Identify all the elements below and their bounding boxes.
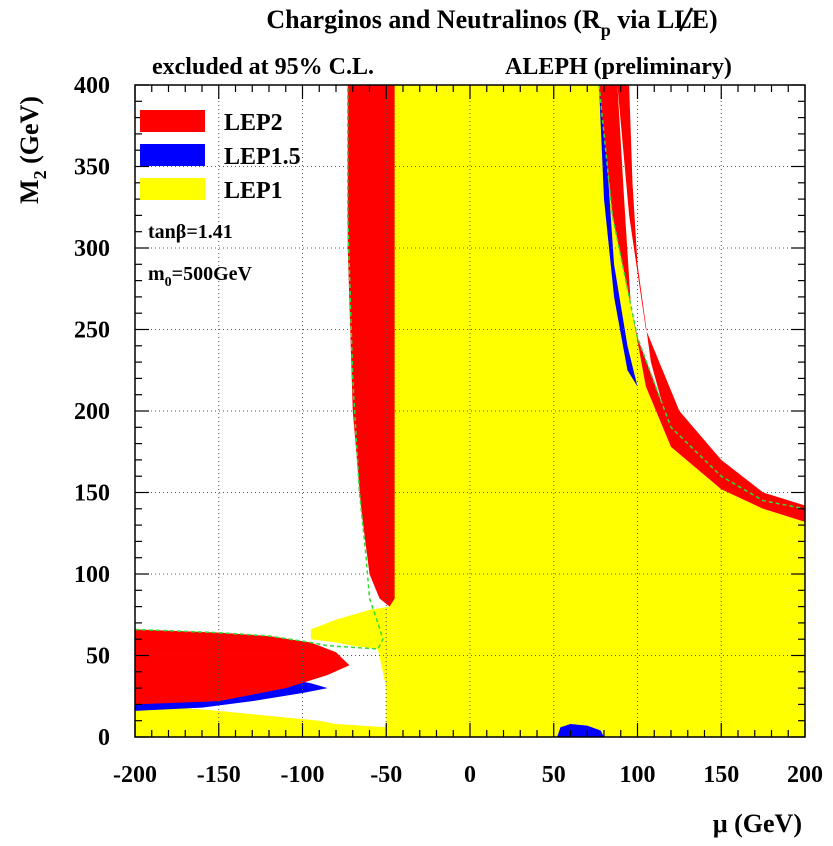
- legend: LEP2 LEP1.5 LEP1: [140, 110, 301, 204]
- x-tick-label-3: -50: [370, 762, 402, 788]
- chart-title: Charginos and Neutralinos (Rp via LLE): [266, 5, 717, 40]
- y-tick-labels: 0 50 100 150 200 250 300 350 400: [74, 73, 110, 751]
- y-tick-label-7: 350: [74, 155, 110, 181]
- y-tick-label-3: 150: [74, 481, 110, 507]
- m0-annotation: m0=500GeV: [148, 263, 253, 290]
- r-parity-slash: [678, 7, 694, 32]
- legend-swatch-1: [140, 144, 205, 166]
- subtitle-left: excluded at 95% C.L.: [152, 54, 374, 80]
- region-lep1-5-3: [557, 723, 604, 737]
- y-tick-label-0: 0: [98, 725, 110, 751]
- region-lep2-2: [598, 85, 805, 522]
- legend-label-1: LEP1.5: [224, 144, 301, 170]
- exclusion-regions: [135, 85, 805, 737]
- x-tick-label-0: -200: [113, 762, 157, 788]
- region-lep2-0: [135, 629, 350, 737]
- subtitle-right: ALEPH (preliminary): [505, 54, 732, 80]
- legend-swatch-2: [140, 178, 205, 200]
- region-lep1-1: [310, 606, 390, 737]
- grid: [135, 85, 805, 737]
- region-lep2-1: [347, 85, 395, 607]
- y-tick-label-8: 400: [74, 73, 110, 99]
- y-tick-label-5: 250: [74, 318, 110, 344]
- axis-ticks: [134, 84, 806, 738]
- r-parity-symbol: R: [582, 5, 601, 34]
- x-axis-label: μ (GeV): [713, 809, 802, 838]
- y-tick-label-4: 200: [74, 399, 110, 425]
- x-tick-label-5: 50: [542, 762, 566, 788]
- y-tick-label-2: 100: [74, 562, 110, 588]
- r-parity-subscript: p: [601, 20, 611, 40]
- x-tick-label-4: 0: [464, 762, 476, 788]
- y-tick-label-1: 50: [86, 644, 110, 670]
- region-lep1-2: [347, 85, 805, 737]
- x-tick-label-1: -150: [197, 762, 241, 788]
- x-tick-label-2: -100: [281, 762, 325, 788]
- legend-label-2: LEP1: [224, 178, 283, 204]
- tanbeta-annotation: tanβ=1.41: [148, 221, 233, 243]
- legend-label-0: LEP2: [224, 110, 283, 136]
- x-tick-labels: -200 -150 -100 -50 0 50 100 150 200: [113, 762, 823, 788]
- x-tick-label-8: 200: [787, 762, 823, 788]
- x-tick-label-7: 150: [703, 762, 739, 788]
- region-lep2-3: [617, 85, 805, 519]
- y-axis-label: M2 (GeV): [15, 96, 50, 204]
- dashed-boundary-line: [134, 84, 806, 650]
- y-tick-label-6: 300: [74, 236, 110, 262]
- region-lep1-0: [135, 704, 387, 737]
- x-tick-label-6: 100: [620, 762, 656, 788]
- legend-swatch-0: [140, 110, 205, 132]
